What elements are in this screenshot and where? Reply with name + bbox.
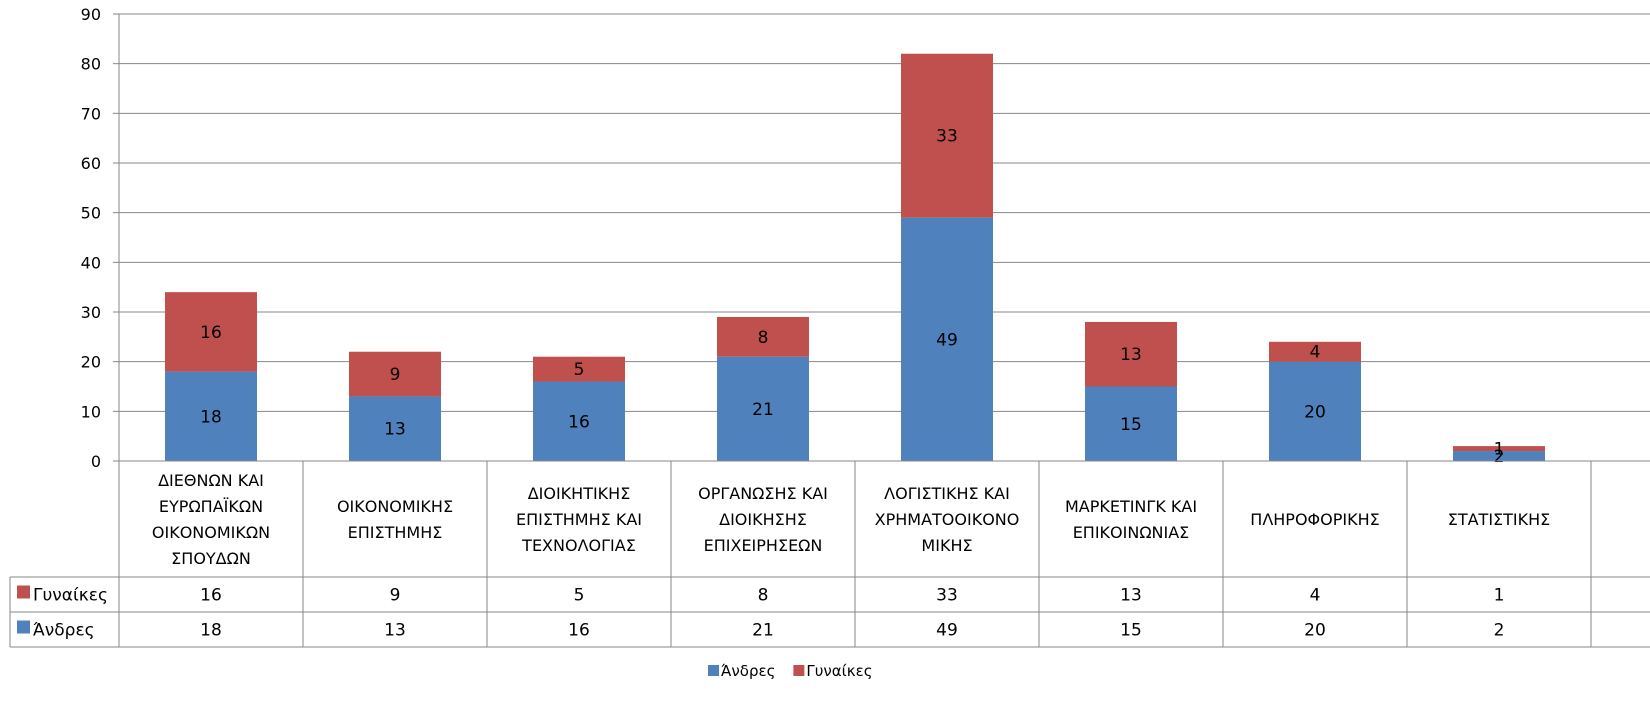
table-cell: 21 — [752, 621, 774, 641]
table-cell: 5 — [574, 586, 585, 606]
legend: Άνδρες Γυναίκες — [708, 662, 873, 680]
data-label: 4 — [1310, 343, 1321, 363]
data-label: 20 — [1304, 402, 1326, 422]
category-label: ΧΡΗΜΑΤΟΟΙΚΟΝΟ — [875, 510, 1020, 529]
data-label: 16 — [200, 323, 222, 343]
category-label: ΔΙΟΙΚΗΣΗΣ — [719, 510, 807, 529]
bar-segment — [717, 356, 809, 461]
table-cell: 2 — [1494, 621, 1505, 641]
category-label: ΣΤΑΤΙΣΤΙΚΗΣ — [1448, 510, 1551, 529]
data-label: 8 — [758, 328, 769, 348]
data-label: 5 — [574, 360, 585, 380]
table-cell: 16 — [200, 586, 222, 606]
y-tick-label: 0 — [91, 452, 101, 471]
y-tick-label: 90 — [81, 5, 101, 24]
bar-segment — [349, 396, 441, 461]
y-tick-label: 80 — [81, 55, 101, 74]
category-label: ΤΕΧΝΟΛΟΓΙΑΣ — [521, 536, 636, 555]
table-cell: 49 — [936, 621, 958, 641]
table-legend-key — [17, 620, 30, 634]
category-label: ΕΠΙΧΕΙΡΗΣΕΩΝ — [704, 536, 823, 555]
bar-segment — [349, 351, 441, 397]
data-label: 49 — [936, 330, 958, 350]
legend-label: Γυναίκες — [806, 662, 872, 680]
data-label: 1 — [1494, 440, 1505, 460]
table-cell: 8 — [758, 586, 769, 606]
table-legend-key — [17, 585, 30, 599]
category-label: ΕΠΙΣΤΗΜΗΣ — [348, 523, 443, 542]
table-cell: 20 — [1304, 621, 1326, 641]
table-cell: 33 — [936, 586, 958, 606]
bar-segment — [901, 217, 993, 461]
data-label: 2 — [1494, 447, 1505, 467]
bar-segment — [901, 53, 993, 218]
y-axis-ticks: 0 10 20 30 40 50 60 70 80 90 — [81, 5, 120, 471]
category-label: ΣΠΟΥΔΩΝ — [171, 549, 251, 568]
category-label: ΔΙΕΘΝΩΝ ΚΑΙ — [158, 471, 264, 490]
y-tick-label: 70 — [81, 104, 101, 123]
bar-segment — [165, 371, 257, 461]
table-cell: 18 — [200, 621, 222, 641]
data-label: 15 — [1120, 415, 1142, 435]
table-cell: 16 — [568, 621, 590, 641]
y-tick-label: 20 — [81, 353, 101, 372]
y-tick-label: 30 — [81, 303, 101, 322]
category-label: ΕΠΙΚΟΙΝΩΝΙΑΣ — [1073, 523, 1190, 542]
y-tick-label: 60 — [81, 154, 101, 173]
table-cell: 9 — [390, 586, 401, 606]
data-label: 18 — [200, 407, 222, 427]
category-label: ΔΙΟΙΚΗΤΙΚΗΣ — [528, 484, 631, 503]
bars — [165, 53, 1545, 461]
bar-segment — [1453, 451, 1545, 461]
data-label: 16 — [568, 412, 590, 432]
data-label: 9 — [390, 365, 401, 385]
table-cell: 1 — [1494, 586, 1505, 606]
gridlines — [119, 13, 1650, 462]
data-table: ΔΙΕΘΝΩΝ ΚΑΙ ΕΥΡΩΠΑΪΚΩΝ ΟΙΚΟΝΟΜΙΚΩΝ ΣΠΟΥΔΩΝ Ο… — [9, 460, 1650, 648]
data-label: 33 — [936, 127, 958, 147]
bar-segment — [1085, 321, 1177, 387]
category-label: ΕΥΡΩΠΑΪΚΩΝ — [159, 497, 263, 516]
table-cell: 13 — [384, 621, 406, 641]
legend-label: Άνδρες — [721, 662, 775, 680]
y-tick-label: 10 — [81, 402, 101, 421]
bar-segment — [1453, 446, 1545, 452]
category-label: ΕΠΙΣΤΗΜΗΣ ΚΑΙ — [516, 510, 642, 529]
category-label: ΟΡΓΑΝΩΣΗΣ ΚΑΙ — [698, 484, 828, 503]
y-tick-label: 40 — [81, 253, 101, 272]
category-label: ΜΙΚΗΣ — [921, 536, 972, 555]
legend-key — [793, 665, 805, 676]
category-label: ΛΟΓΙΣΤΙΚΗΣ ΚΑΙ — [884, 484, 1010, 503]
table-cell: 13 — [1120, 586, 1142, 606]
bar-segment — [1085, 386, 1177, 461]
bar-segment — [533, 356, 625, 382]
category-label: ΟΙΚΟΝΟΜΙΚΩΝ — [152, 523, 270, 542]
data-label: 21 — [752, 400, 774, 420]
bar-segment — [717, 316, 809, 357]
bar-segment — [1269, 361, 1361, 461]
category-label: ΜΑΡΚΕΤΙΝΓΚ ΚΑΙ — [1065, 497, 1197, 516]
data-label: 13 — [384, 420, 406, 440]
y-tick-label: 50 — [81, 204, 101, 223]
category-label: ΟΙΚΟΝΟΜΙΚΗΣ — [337, 497, 453, 516]
bar-segment — [1269, 341, 1361, 362]
bar-segment — [533, 381, 625, 461]
table-cell: 15 — [1120, 621, 1142, 641]
table-row-header: Άνδρες — [33, 621, 95, 641]
table-cell: 4 — [1310, 586, 1321, 606]
bar-segment — [165, 292, 257, 372]
data-label: 13 — [1120, 345, 1142, 365]
legend-key — [708, 665, 719, 676]
category-label: ΠΛΗΡΟΦΟΡΙΚΗΣ — [1250, 510, 1379, 529]
table-row-header: Γυναίκες — [33, 586, 108, 606]
